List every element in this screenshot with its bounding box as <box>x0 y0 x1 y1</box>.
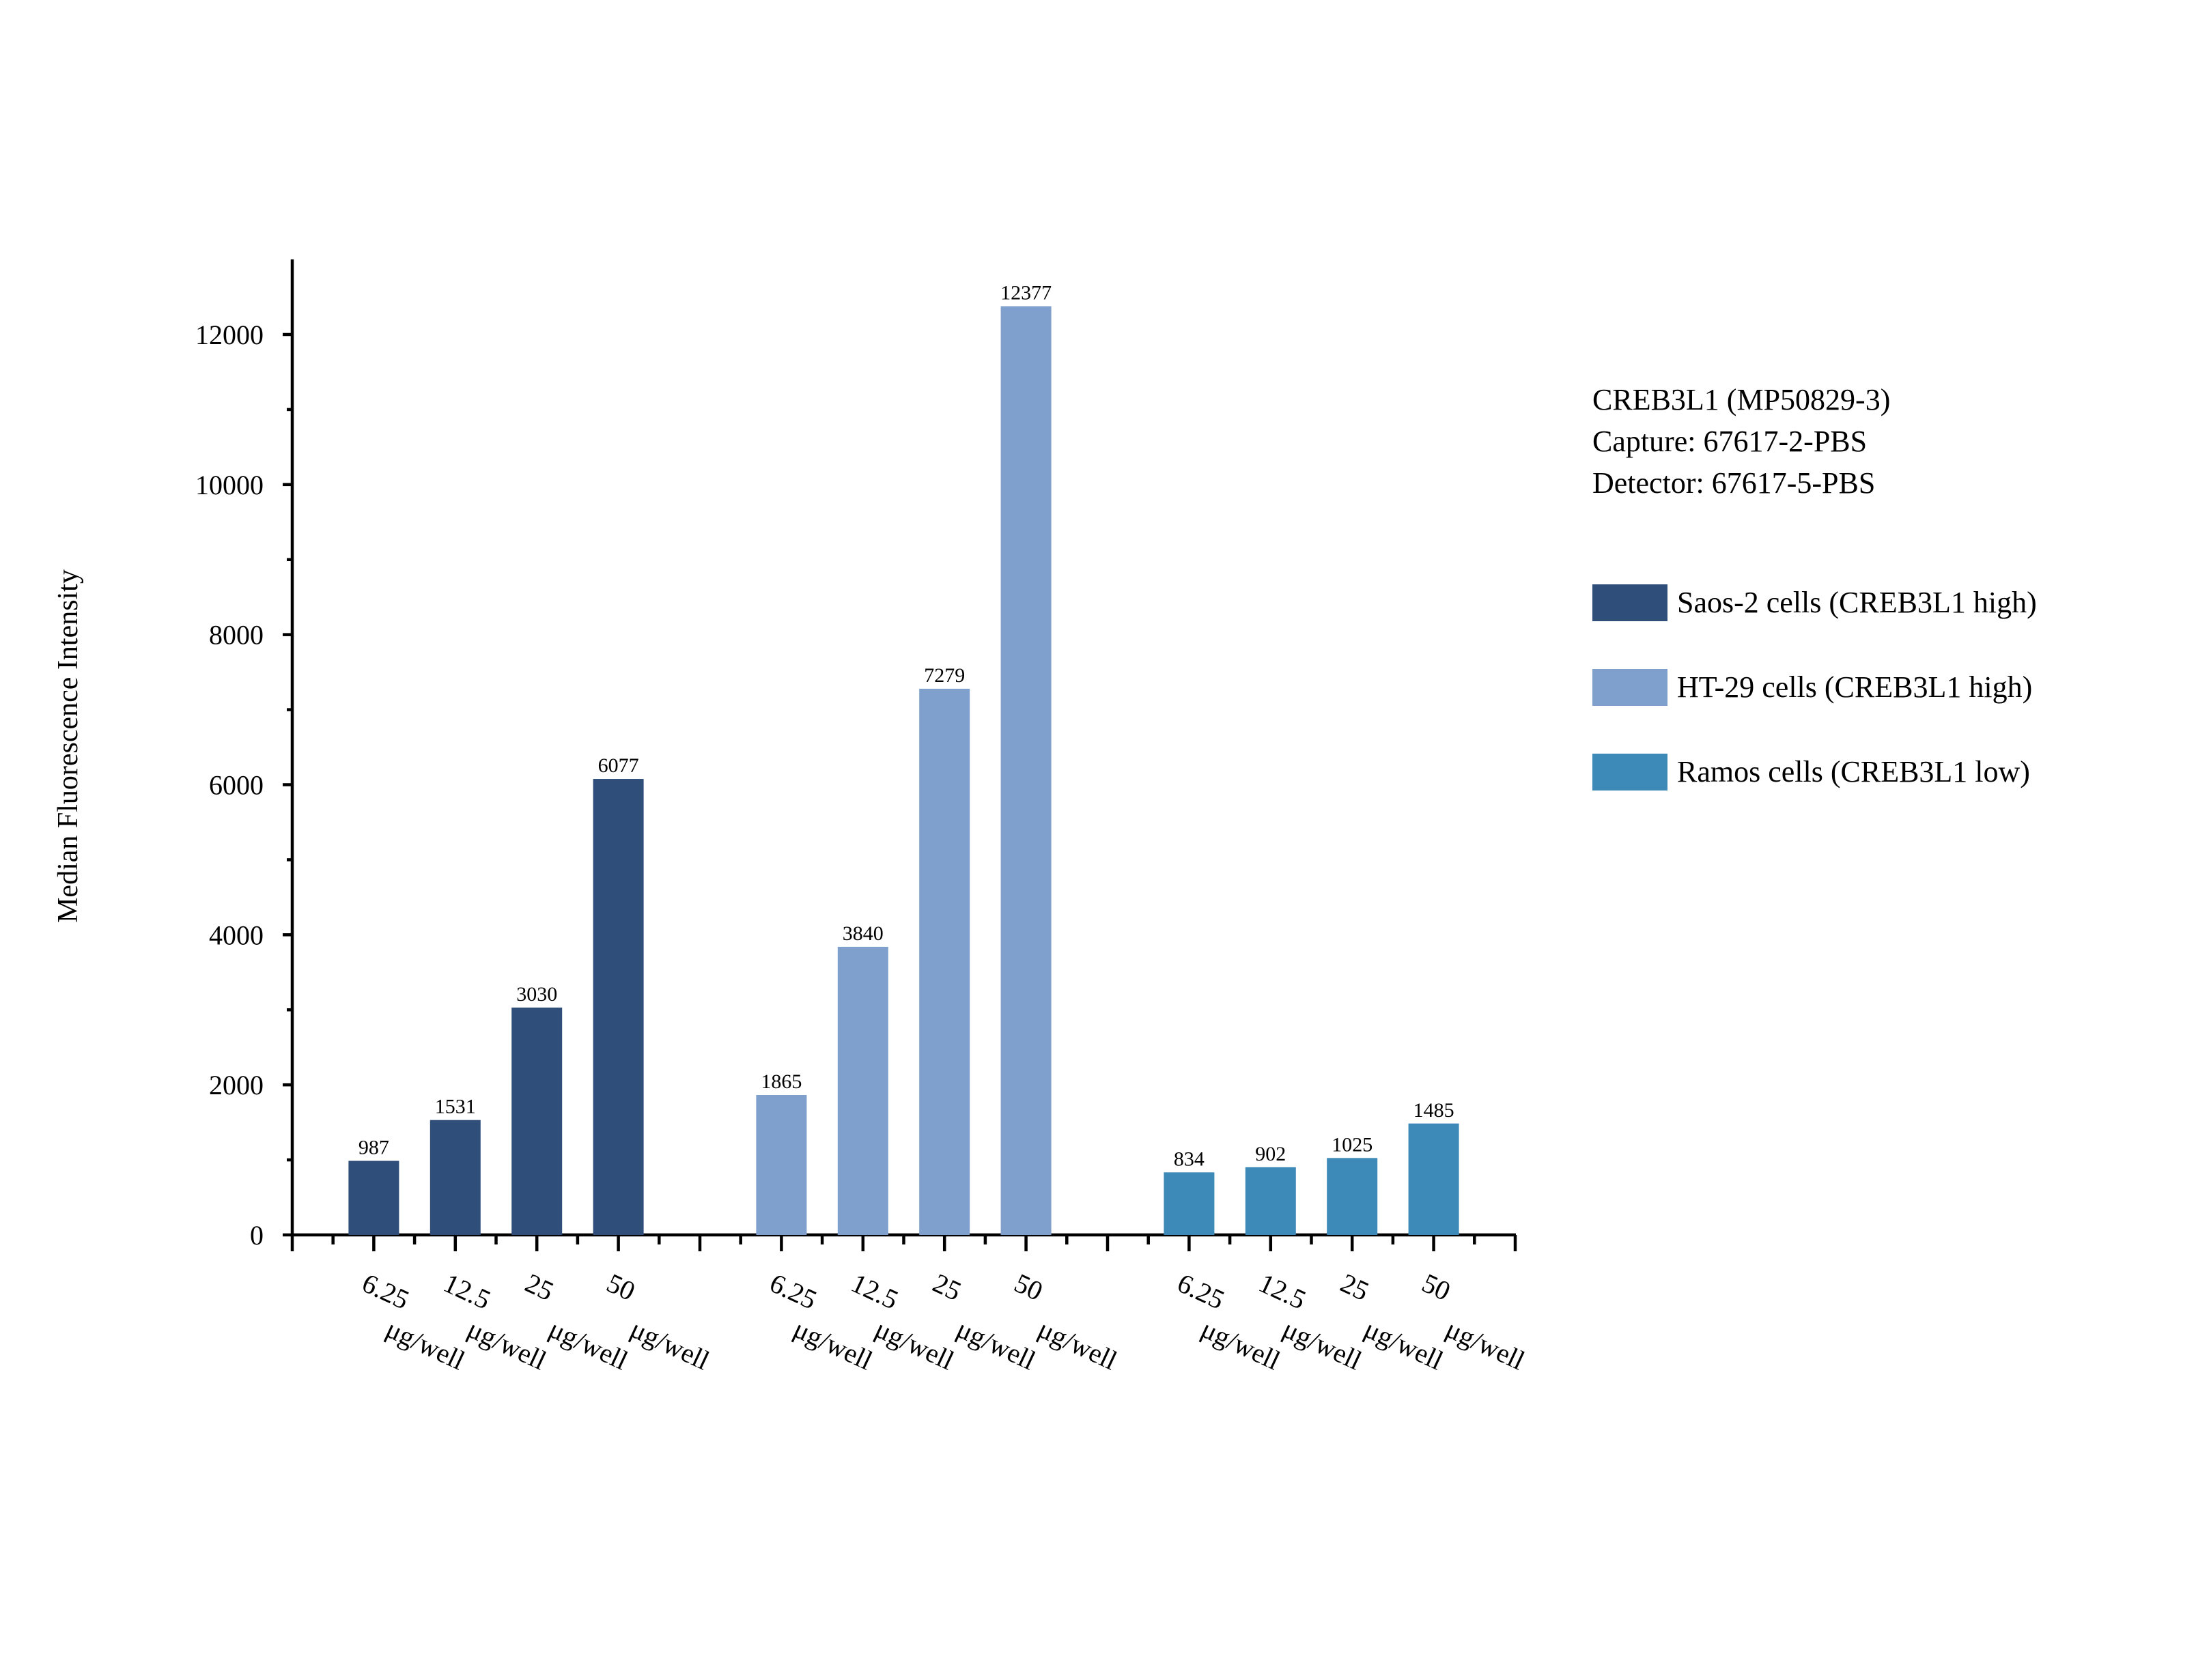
bar-1-3 <box>511 1007 563 1235</box>
bar-2-4 <box>1000 306 1052 1235</box>
x-tick-label-line-1: 25 <box>520 1267 558 1307</box>
legend: Saos-2 cells (CREB3L1 high) HT-29 cells (… <box>1592 584 2037 791</box>
bar-3-4 <box>1408 1123 1459 1235</box>
legend-swatch-1 <box>1592 584 1667 621</box>
y-tick-label: 0 <box>250 1220 264 1251</box>
y-tick-label: 4000 <box>209 920 264 950</box>
bar-1-2 <box>430 1120 481 1235</box>
x-tick-label-line-1: 50 <box>602 1267 640 1307</box>
x-tick-label-line-2: μg/well <box>626 1313 714 1376</box>
x-tick-label-line-1: 12.5 <box>847 1267 903 1315</box>
legend-swatch-3 <box>1592 754 1667 791</box>
bar-3-1 <box>1164 1172 1215 1235</box>
x-tick-label-line-2: μg/well <box>1278 1313 1366 1376</box>
x-tick-label-line-2: μg/well <box>789 1313 877 1376</box>
x-tick-label-line-2: μg/well <box>382 1313 470 1376</box>
x-tick-label-line-1: 6.25 <box>765 1267 821 1315</box>
bar-3-3 <box>1327 1158 1378 1235</box>
x-tick-label-line-2: μg/well <box>1441 1313 1530 1376</box>
bar-2-1 <box>756 1095 807 1235</box>
info-line-1: CREB3L1 (MP50829-3) <box>1592 383 1890 416</box>
info-line-3: Detector: 67617-5-PBS <box>1592 466 1875 500</box>
bar-value-labels: 987 1531 3030 6077 1865 3840 7279 12377 834 902 10… <box>358 282 1454 1171</box>
bar-value-label: 987 <box>358 1137 389 1159</box>
bar-2-3 <box>919 688 970 1235</box>
x-tick-label-line-2: μg/well <box>1034 1313 1122 1376</box>
x-tick-label-line-2: μg/well <box>463 1313 551 1376</box>
x-tick-label-line-1: 6.25 <box>358 1267 414 1315</box>
x-tick-label-line-1: 25 <box>928 1267 966 1307</box>
bar-value-label: 1531 <box>435 1096 476 1118</box>
bar-2-2 <box>837 946 888 1235</box>
x-tick-label-line-2: μg/well <box>544 1313 632 1376</box>
legend-swatch-2 <box>1592 669 1667 706</box>
bar-value-label: 3840 <box>843 922 884 945</box>
bar-value-label: 902 <box>1255 1143 1286 1165</box>
bar-value-label: 12377 <box>1000 282 1052 304</box>
y-tick-label: 6000 <box>209 770 264 801</box>
bar-value-label: 1025 <box>1332 1133 1372 1156</box>
chart-info: CREB3L1 (MP50829-3) Capture: 67617-2-PBS D… <box>1592 383 1890 500</box>
x-tick-label-line-1: 50 <box>1010 1267 1047 1307</box>
bar-3-2 <box>1245 1167 1296 1235</box>
x-tick-label-line-1: 25 <box>1336 1267 1373 1307</box>
bar-value-label: 1865 <box>761 1070 802 1093</box>
x-tick-label-line-1: 6.25 <box>1173 1267 1229 1315</box>
x-tick-label-line-2: μg/well <box>1360 1313 1448 1376</box>
bar-1-4 <box>593 779 644 1235</box>
bar-1-1 <box>348 1161 399 1235</box>
bar-value-label: 6077 <box>598 754 639 777</box>
bars <box>348 306 1459 1235</box>
legend-label-2: HT-29 cells (CREB3L1 high) <box>1677 670 2032 704</box>
y-tick-label: 8000 <box>209 620 264 651</box>
category-labels: 6.25μg/well12.5μg/well25μg/well50μg/well… <box>358 1267 1530 1376</box>
bar-value-label: 3030 <box>516 983 557 1006</box>
bar-value-label: 834 <box>1174 1148 1205 1170</box>
x-tick-label-line-2: μg/well <box>952 1313 1040 1376</box>
y-tick-label: 10000 <box>195 470 264 500</box>
y-axis: 0 2000 4000 6000 8000 10000 12000 <box>195 259 294 1251</box>
y-tick-label: 2000 <box>209 1070 264 1100</box>
x-tick-label-line-2: μg/well <box>1197 1313 1285 1376</box>
x-tick-label-line-1: 12.5 <box>1254 1267 1310 1315</box>
x-tick-label-line-1: 50 <box>1418 1267 1455 1307</box>
legend-label-1: Saos-2 cells (CREB3L1 high) <box>1677 586 2037 619</box>
bar-value-label: 1485 <box>1413 1099 1454 1122</box>
x-axis <box>290 1233 1517 1251</box>
bar-value-label: 7279 <box>924 664 965 687</box>
info-line-2: Capture: 67617-2-PBS <box>1592 425 1867 458</box>
legend-label-3: Ramos cells (CREB3L1 low) <box>1677 755 2030 788</box>
x-tick-label-line-1: 12.5 <box>439 1267 495 1315</box>
y-tick-label: 12000 <box>195 319 264 350</box>
x-tick-label-line-2: μg/well <box>871 1313 959 1376</box>
y-axis-title: Median Fluorescence Intensity <box>53 569 84 923</box>
